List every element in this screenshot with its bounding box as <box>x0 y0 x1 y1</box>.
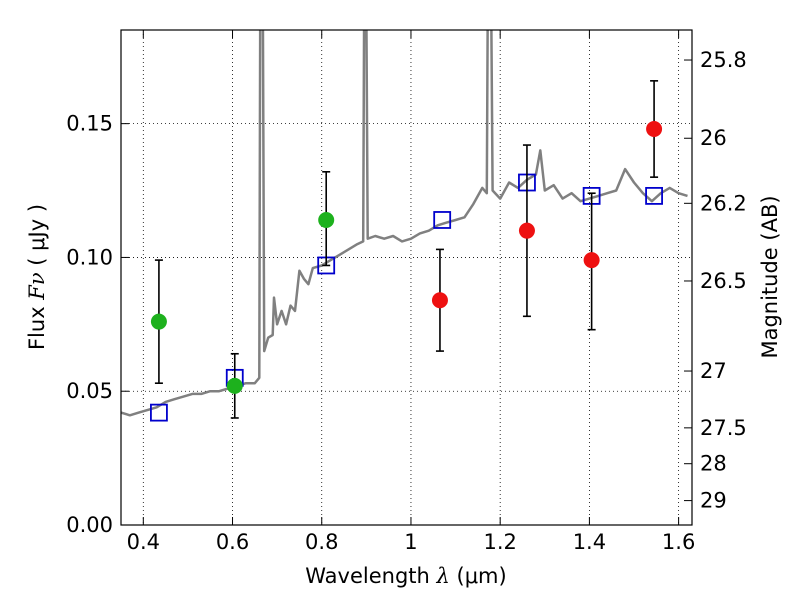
mag-tick-label: 26.2 <box>700 191 747 215</box>
y-tick-label: 0.15 <box>66 112 113 136</box>
observed-point <box>226 377 243 394</box>
x-axis-label: Wavelength λ (μm) <box>305 564 506 588</box>
observed-point <box>431 292 448 309</box>
mag-tick-label: 26 <box>700 126 727 150</box>
x-tick-label: 1.6 <box>662 530 695 554</box>
observed-point <box>150 313 167 330</box>
observed-point <box>646 121 663 137</box>
y-tick-label: 0.10 <box>66 245 113 269</box>
x-tick-label: 0.8 <box>305 530 338 554</box>
x-tick-label: 1 <box>404 530 417 554</box>
model-photometry-square <box>433 211 452 229</box>
mag-tick-label: 29 <box>700 489 727 513</box>
model-photometry-square <box>150 403 168 422</box>
x-tick-label: 0.4 <box>127 530 160 554</box>
right-axis-label: Magnitude (AB) <box>758 195 782 358</box>
grid-lines <box>121 30 692 526</box>
plot-area <box>121 30 688 422</box>
mag-tick-label: 27.5 <box>700 416 747 440</box>
model-photometry-square <box>645 186 663 205</box>
y-axis-label: Flux Fν ( μJy ) <box>25 204 49 350</box>
observed-point <box>318 211 335 228</box>
plot-frame <box>120 29 693 526</box>
y-tick-label: 0.05 <box>66 379 113 403</box>
mag-tick-label: 27 <box>700 359 727 383</box>
mag-tick-label: 26.5 <box>700 269 747 293</box>
mag-tick-label: 28 <box>700 452 727 476</box>
spectrum-line <box>121 30 688 417</box>
x-tick-label: 0.6 <box>216 530 249 554</box>
x-tick-label: 1.4 <box>573 530 606 554</box>
observed-point <box>518 222 535 239</box>
y-tick-label: 0.00 <box>66 513 113 537</box>
axis-ticks: 0.4 0.6 0.8 1 1.2 1.4 1.6 0.00 0.05 0.10 0.15 25.8 2… <box>66 30 747 554</box>
x-tick-label: 1.2 <box>483 530 516 554</box>
mag-tick-label: 25.8 <box>700 48 747 72</box>
observed-point <box>583 252 600 269</box>
